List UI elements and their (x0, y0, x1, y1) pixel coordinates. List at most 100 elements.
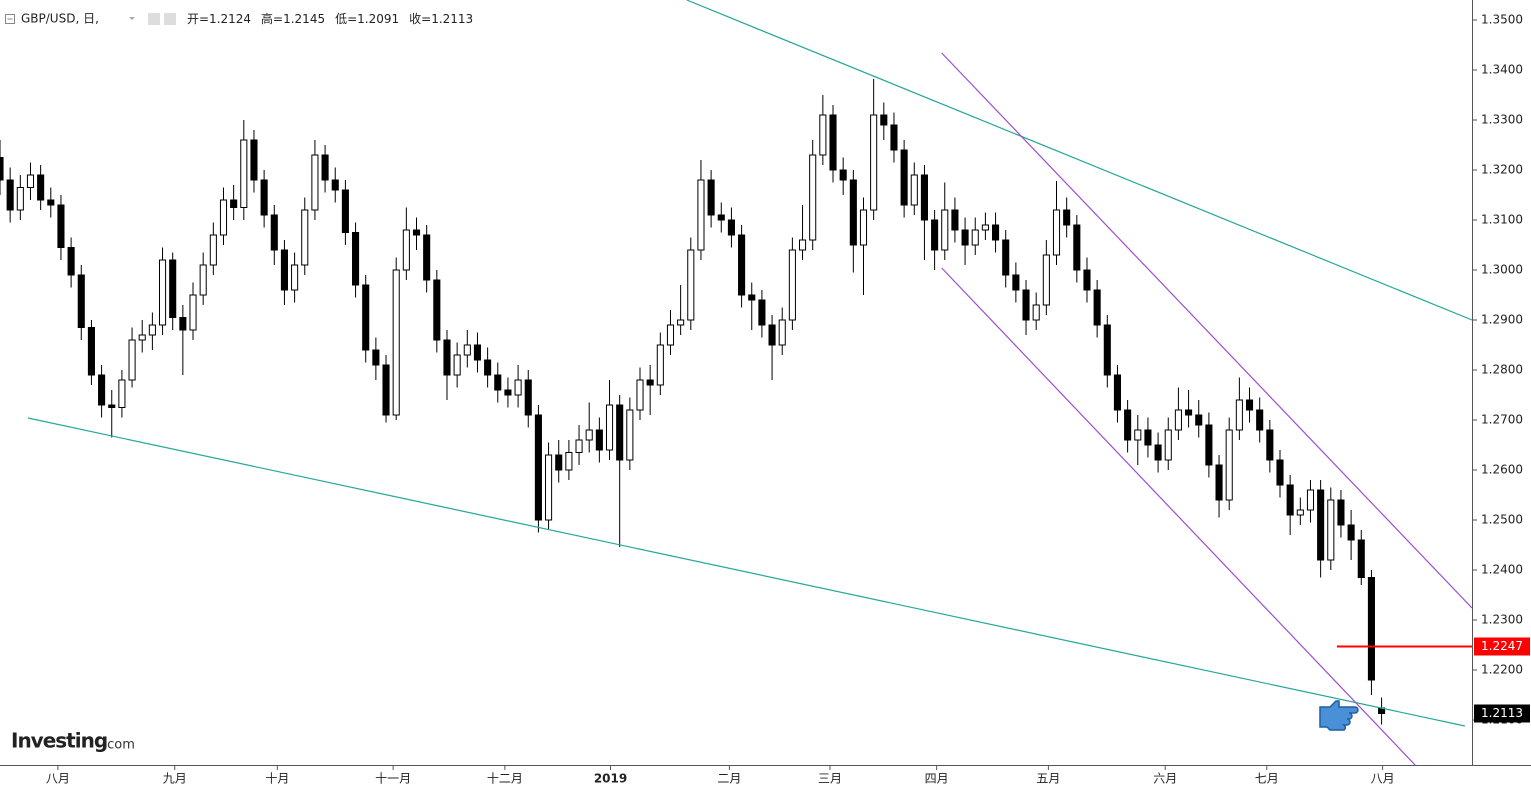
candle-body (585, 429, 593, 441)
candle-body (0, 157, 4, 181)
candle-body (666, 324, 675, 346)
x-tick-label: 二月 (717, 772, 741, 786)
candle-body (1357, 539, 1365, 578)
trendline (27, 417, 1466, 727)
dropdown-icon[interactable] (129, 17, 135, 20)
y-tick-label: 1.3200 (1481, 163, 1523, 177)
settings-icon[interactable] (148, 13, 160, 25)
candle-body (870, 114, 878, 211)
level-label-bg (1474, 637, 1530, 656)
candle-body (738, 234, 746, 296)
candle-body (463, 344, 471, 356)
candle-body (1103, 324, 1111, 376)
candle-body (1235, 399, 1243, 431)
candle-body (402, 229, 410, 271)
candle-body (199, 264, 207, 296)
candle-body (1327, 499, 1335, 561)
last-price-label: 1.2113 (1481, 706, 1523, 720)
candle-body (1052, 209, 1061, 256)
candle-body (423, 234, 431, 281)
candle-body (555, 454, 563, 471)
x-tick-label: 八月 (46, 772, 70, 786)
candle-body (341, 189, 349, 233)
candle-body (219, 199, 228, 236)
x-tick-label: 五月 (1036, 772, 1060, 786)
candle-body (1174, 409, 1182, 431)
candle-body (1215, 464, 1223, 501)
candle-body (859, 209, 868, 246)
candle-body (971, 229, 979, 246)
candle-body (331, 179, 339, 191)
x-tick-label: 四月 (925, 772, 949, 786)
y-tick-label: 1.2900 (1481, 313, 1523, 327)
candle-body (880, 114, 888, 126)
candle-body (758, 299, 766, 326)
ohlc-field: 高=1.2145 (261, 11, 325, 26)
candle-body (311, 154, 319, 211)
y-tick-label: 1.3100 (1481, 213, 1523, 227)
candle-body (47, 199, 55, 206)
x-tick-label: 2019 (594, 772, 627, 786)
candle-body (565, 452, 573, 471)
candle-body (392, 269, 400, 416)
candle-body (1245, 399, 1254, 411)
candle-body (839, 169, 847, 181)
candle-body (280, 249, 288, 291)
candle-body (77, 274, 85, 328)
candle-body (260, 179, 268, 216)
candle-body (575, 439, 583, 453)
candle-body (1134, 429, 1142, 441)
x-tick-label: 三月 (818, 772, 842, 786)
ohlc-field: 收=1.2113 (409, 12, 473, 26)
level-label: 1.2247 (1481, 639, 1523, 653)
candle-body (605, 404, 614, 451)
candle-body (189, 294, 197, 331)
candle-body (768, 324, 776, 346)
candle-body (26, 174, 35, 188)
close-icon[interactable] (164, 13, 176, 25)
candle-body (16, 187, 24, 211)
candle-body (1266, 429, 1274, 461)
candle-body (250, 139, 258, 181)
x-tick-label: 十一月 (375, 772, 411, 786)
last-price-bg (1474, 704, 1530, 723)
x-tick-label: 十二月 (487, 772, 523, 786)
ohlc-header: 开=1.2124 高=1.2145 低=1.2091 收=1.2113 (187, 11, 473, 26)
candle-body (849, 179, 857, 246)
candle-body (1164, 429, 1172, 461)
trendline (941, 267, 1416, 765)
candle-body (148, 324, 156, 336)
axes (0, 0, 1531, 766)
candle-body (697, 179, 705, 251)
candle-body (798, 239, 807, 251)
candle-body (118, 379, 126, 408)
x-tick-label: 八月 (1371, 772, 1395, 786)
candle-body (727, 219, 735, 236)
header: GBP/USD, 日, 开=1.2124 高=1.2145 低=1.2091 收=1.… (0, 0, 520, 34)
candle-body (514, 379, 522, 396)
y-tick-label: 1.2600 (1481, 463, 1523, 477)
trendline (686, 0, 1472, 321)
candle-body (992, 224, 1000, 241)
candle-body (1205, 424, 1213, 466)
candle-body (37, 174, 45, 201)
candle-body (677, 319, 685, 326)
candle-body (748, 294, 756, 301)
watermark-main: Investing (11, 729, 107, 753)
trendline (941, 52, 1472, 609)
candle-body (687, 249, 695, 321)
candle-body (910, 174, 918, 206)
candle-body (1276, 459, 1284, 486)
candle-body (656, 344, 664, 386)
candle-body (1032, 304, 1040, 321)
candle-body (1063, 209, 1071, 226)
candle-body (778, 319, 786, 346)
y-tick-label: 1.3500 (1481, 13, 1523, 27)
y-tick-label: 1.3400 (1481, 63, 1523, 77)
candle-body (1347, 524, 1355, 541)
collapse-icon[interactable] (5, 14, 15, 24)
candle-body (1022, 289, 1030, 321)
y-tick-label: 1.2800 (1481, 363, 1523, 377)
y-tick-label: 1.2700 (1481, 413, 1523, 427)
